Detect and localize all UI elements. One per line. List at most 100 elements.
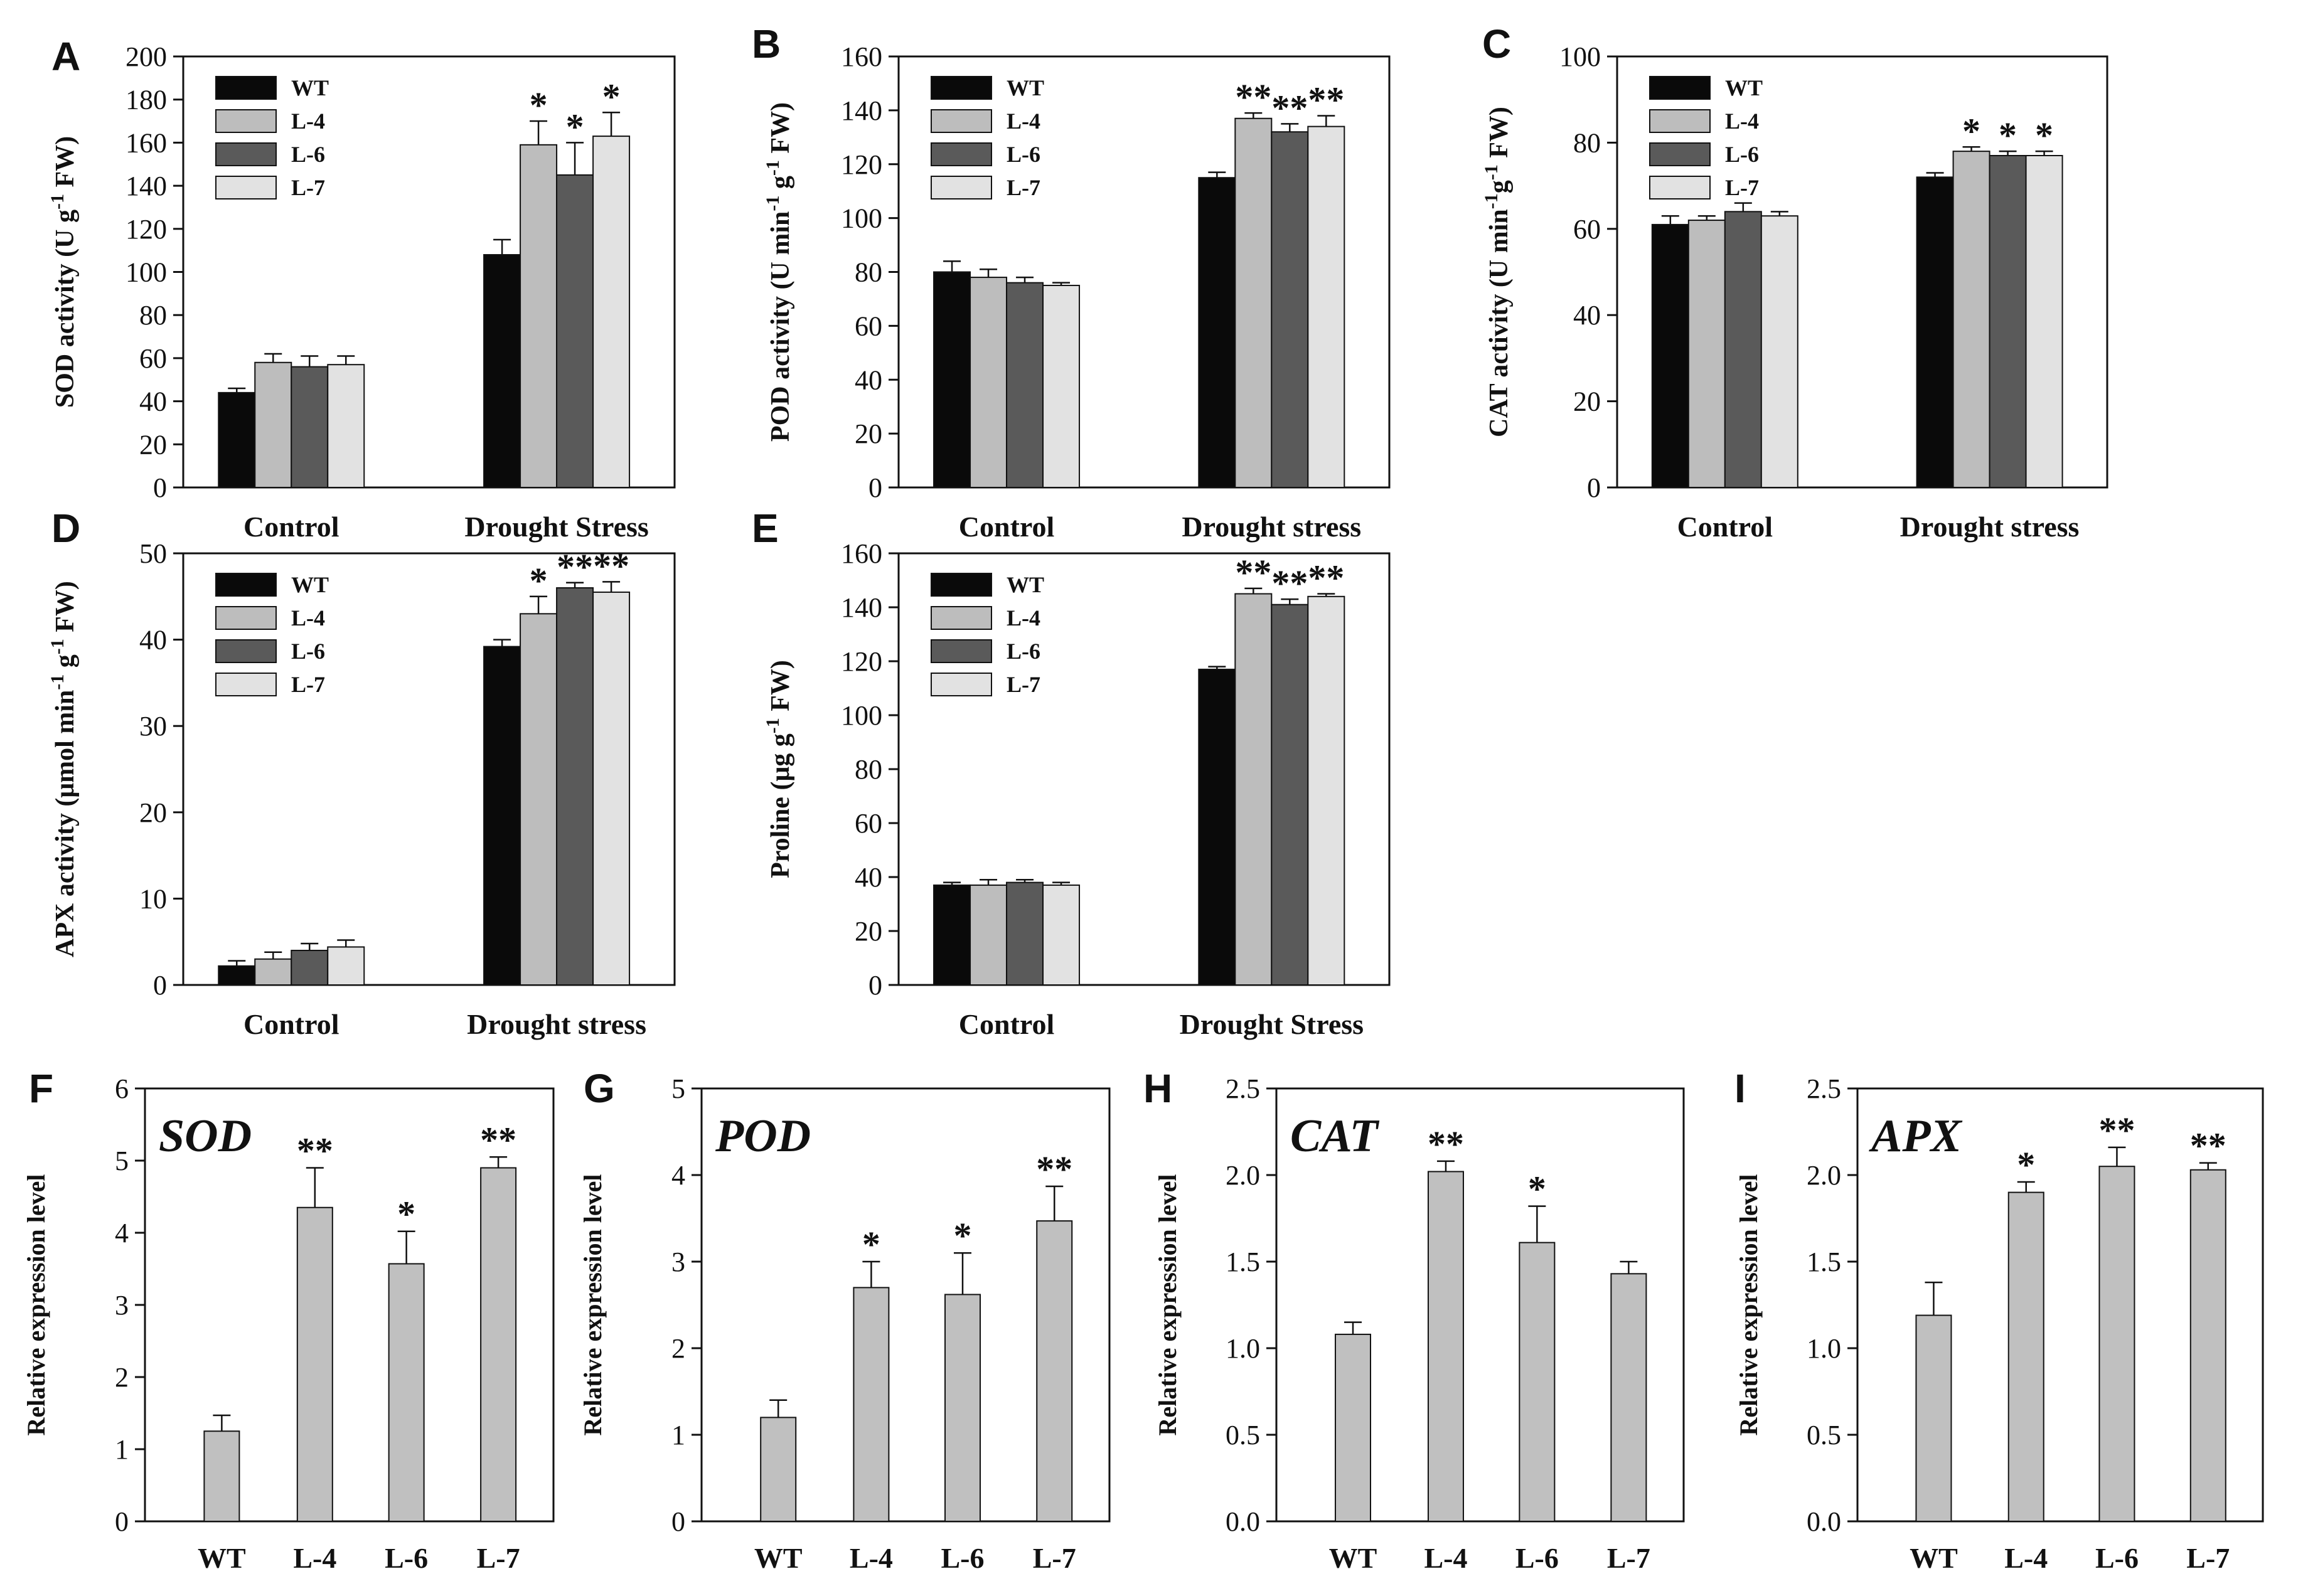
legend-swatch-WT bbox=[931, 573, 992, 597]
bar-L-4-control bbox=[254, 361, 292, 489]
bar-L-4-drought-stress bbox=[1234, 593, 1273, 986]
y-axis-label-part: CAT activity (U min bbox=[1485, 209, 1514, 437]
bar-L-6-control bbox=[291, 949, 329, 986]
legend-label: WT bbox=[1007, 572, 1044, 597]
legend-swatch-L-6 bbox=[931, 142, 992, 166]
x-category-label: Drought stress bbox=[1900, 511, 2080, 543]
y-axis-label: APX activity (μmol min-1 g-1 FW) bbox=[47, 581, 80, 957]
legend-swatch-L-7 bbox=[215, 673, 277, 696]
y-tick-label: 0 bbox=[868, 970, 882, 1001]
y-tick-label: 2.0 bbox=[1226, 1160, 1260, 1191]
legend-label: L-7 bbox=[1007, 175, 1040, 200]
significance-marker: * bbox=[1528, 1169, 1546, 1210]
y-axis-label-superscript: -1 bbox=[47, 639, 68, 654]
y-tick-label: 80 bbox=[139, 300, 167, 331]
bar-L-7-control bbox=[1042, 284, 1081, 488]
panel-letter: H bbox=[1143, 1066, 1172, 1111]
significance-marker: * bbox=[1962, 110, 1980, 151]
x-category-label: Control bbox=[243, 511, 339, 543]
plot-frame bbox=[182, 552, 676, 986]
panel-letter: E bbox=[752, 506, 779, 551]
legend-swatch-L-7 bbox=[215, 176, 277, 200]
y-tick-label: 100 bbox=[841, 700, 882, 731]
legend-swatch-L-4 bbox=[215, 109, 277, 133]
panel-F: F 0 1 2 3 4 5 6 Relative expression level WT ** L-4… bbox=[22, 1066, 555, 1574]
y-axis-label-part: g bbox=[766, 176, 795, 196]
y-tick-label: 2 bbox=[671, 1333, 685, 1364]
bar-L-6 bbox=[1519, 1242, 1556, 1522]
bar-L-4-control bbox=[970, 884, 1008, 986]
panel-G: G 0 1 2 3 4 5 Relative expression level WT * L-4 * L… bbox=[579, 1066, 1111, 1574]
y-tick-label: 200 bbox=[126, 41, 167, 72]
y-tick-label: 0 bbox=[1587, 472, 1601, 503]
y-tick-label: 20 bbox=[1573, 386, 1601, 417]
bar-L-4-drought-stress bbox=[520, 144, 558, 488]
y-tick-label: 0.5 bbox=[1807, 1420, 1841, 1450]
bar-WT bbox=[1915, 1314, 1952, 1523]
bar-L-7 bbox=[1036, 1220, 1073, 1522]
y-tick-label: 20 bbox=[855, 418, 882, 449]
bar-L-6-drought-stress bbox=[556, 587, 594, 986]
y-tick-label: 120 bbox=[841, 646, 882, 677]
y-tick-label: 140 bbox=[126, 171, 167, 201]
x-category-label: L-4 bbox=[293, 1542, 336, 1574]
y-tick-label: 80 bbox=[855, 257, 882, 288]
y-tick-label: 1.0 bbox=[1226, 1333, 1260, 1364]
y-tick-label: 60 bbox=[855, 808, 882, 839]
significance-marker: ** bbox=[1428, 1124, 1464, 1164]
bar-WT-drought-stress bbox=[1198, 177, 1236, 488]
y-tick-label: 0 bbox=[868, 472, 882, 503]
panel-E: E 0 20 40 60 80 100 120 140 160 Proline (μg g-1 FW… bbox=[752, 506, 1391, 1040]
significance-marker: ** bbox=[1235, 552, 1271, 593]
bar-L-6-control bbox=[291, 366, 329, 489]
legend-swatch-L-4 bbox=[1649, 109, 1711, 133]
significance-marker: * bbox=[397, 1194, 415, 1235]
y-axis-label: Relative expression level bbox=[1153, 1174, 1182, 1436]
bar-WT-drought-stress bbox=[483, 254, 521, 488]
bar-L-7 bbox=[2189, 1169, 2226, 1522]
y-tick-label: 2.0 bbox=[1807, 1160, 1841, 1191]
y-tick-label: 0.0 bbox=[1226, 1506, 1260, 1537]
legend-label: L-7 bbox=[291, 672, 325, 697]
y-tick-label: 100 bbox=[1559, 41, 1601, 72]
y-axis-label-part: FW) bbox=[766, 660, 795, 718]
y-tick-label: 3 bbox=[115, 1290, 129, 1321]
legend-label: WT bbox=[291, 75, 329, 100]
x-category-label: L-6 bbox=[385, 1542, 428, 1574]
panel-letter: I bbox=[1734, 1066, 1746, 1111]
y-tick-label: 2.5 bbox=[1807, 1073, 1841, 1104]
gene-name-label: SOD bbox=[159, 1110, 252, 1162]
bar-L-7-drought-stress bbox=[1307, 125, 1345, 488]
x-category-label: L-7 bbox=[1607, 1542, 1650, 1574]
y-axis-label: Relative expression level bbox=[579, 1174, 607, 1436]
bar-WT-control bbox=[218, 391, 256, 488]
significance-marker: ** bbox=[1271, 563, 1308, 604]
bar-L-4-drought-stress bbox=[520, 613, 558, 986]
legend-swatch-L-7 bbox=[931, 176, 992, 200]
legend-swatch-L-6 bbox=[931, 639, 992, 663]
significance-marker: ** bbox=[297, 1130, 333, 1171]
y-tick-label: 3 bbox=[671, 1247, 685, 1277]
y-axis-label-part: FW) bbox=[1485, 107, 1514, 164]
panel-letter: F bbox=[29, 1066, 53, 1111]
y-tick-label: 1 bbox=[671, 1420, 685, 1450]
y-tick-label: 60 bbox=[855, 311, 882, 341]
x-category-label: Drought stress bbox=[1182, 511, 1361, 543]
y-axis-label-superscript: -1 bbox=[47, 674, 68, 690]
bar-L-4 bbox=[853, 1287, 890, 1522]
bar-L-6-control bbox=[1724, 211, 1762, 488]
bar-L-7-drought-stress bbox=[592, 136, 631, 489]
significance-marker: ** bbox=[480, 1119, 516, 1160]
y-axis-label-part: FW) bbox=[766, 102, 795, 160]
gene-name-label: POD bbox=[715, 1110, 811, 1162]
y-tick-label: 40 bbox=[855, 862, 882, 893]
x-category-label: Control bbox=[959, 511, 1055, 543]
legend-swatch-L-7 bbox=[931, 673, 992, 696]
bar-WT bbox=[760, 1417, 797, 1522]
y-tick-label: 120 bbox=[126, 214, 167, 245]
significance-marker: ** bbox=[593, 545, 629, 586]
bar-L-4 bbox=[1427, 1171, 1464, 1522]
y-tick-label: 1.5 bbox=[1226, 1247, 1260, 1277]
legend-label: L-6 bbox=[1007, 142, 1040, 167]
y-tick-label: 80 bbox=[855, 754, 882, 785]
